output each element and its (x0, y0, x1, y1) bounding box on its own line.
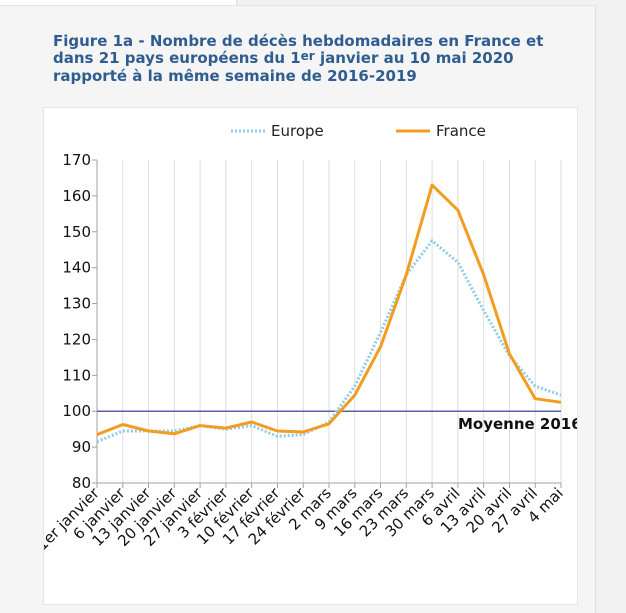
legend-label-europe: Europe (271, 122, 324, 140)
y-tick-label: 80 (72, 474, 91, 492)
y-tick-label: 140 (62, 259, 91, 277)
reference-line-label: Moyenne 2016- (458, 415, 577, 433)
y-tick-label: 130 (62, 295, 91, 313)
figure-title-superscript: er (300, 49, 315, 63)
y-tick-label: 90 (72, 438, 91, 456)
y-tick-label: 150 (62, 223, 91, 241)
y-tick-label: 170 (62, 151, 91, 169)
chart-container: 80 90 100 110 120 130 140 150 160 170 1er janvier 6… (43, 107, 578, 605)
y-tick-label: 120 (62, 330, 91, 348)
figure-title-text: Figure 1a - Nombre de décès hebdomadaire… (53, 32, 544, 67)
figure-title-text-end: janvier au 10 mai 2020 rapporté à la mêm… (53, 49, 514, 85)
figure-title: Figure 1a - Nombre de décès hebdomadaire… (53, 33, 583, 85)
series-line-france (96, 183, 562, 436)
y-tick-label: 100 (62, 402, 91, 420)
y-tick-label: 160 (62, 187, 91, 205)
legend-label-france: France (436, 122, 486, 140)
y-tick-label: 110 (62, 366, 91, 384)
